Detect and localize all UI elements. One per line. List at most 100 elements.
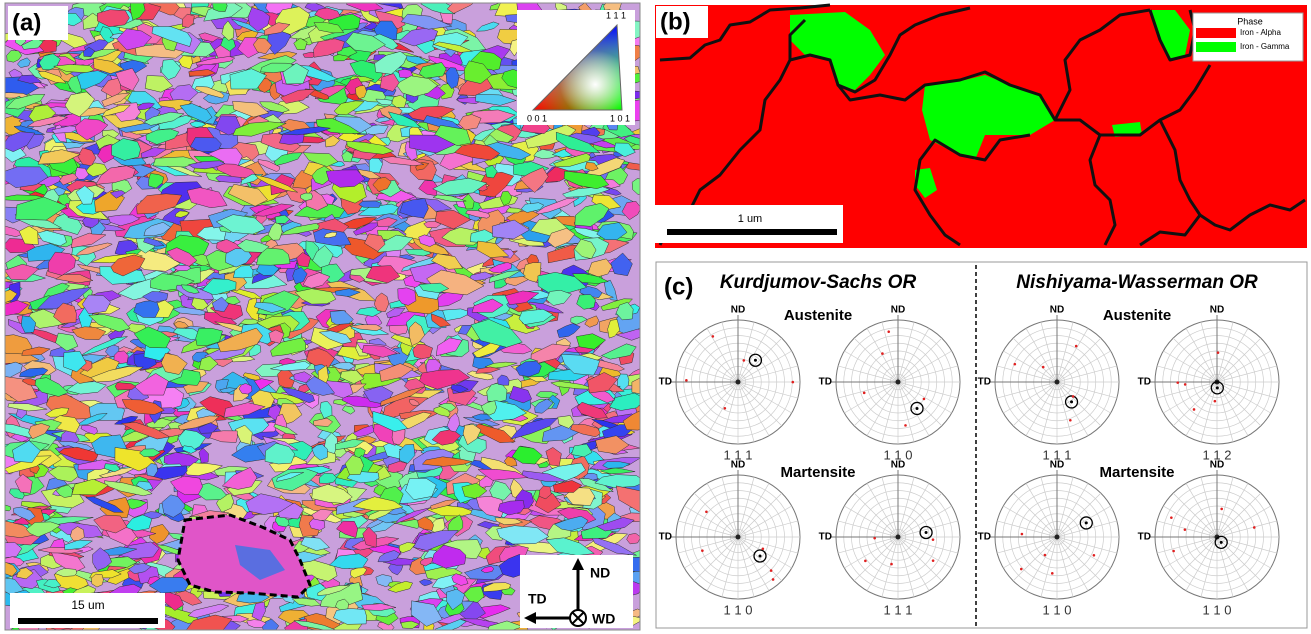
- pole-axis-label: ND: [1050, 460, 1064, 471]
- pole-point: [762, 547, 765, 550]
- pole-point: [1172, 550, 1175, 553]
- pole-point: [890, 563, 893, 566]
- pole-point: [1184, 383, 1187, 386]
- pole-axis-label: TD: [819, 377, 832, 388]
- pole-point: [1170, 516, 1173, 519]
- pole-point: [1214, 400, 1217, 403]
- pole-point: [1020, 568, 1023, 571]
- pole-center: [736, 380, 741, 385]
- pole-axis-label: TD: [978, 377, 991, 388]
- pole-center: [896, 535, 901, 540]
- legend-label: Iron - Alpha: [1240, 28, 1281, 37]
- pole-point: [685, 379, 688, 382]
- pole-point: [705, 510, 708, 513]
- pole-axis-label: ND: [891, 305, 905, 316]
- pole-point: [1014, 363, 1017, 366]
- pole-axis-label: ND: [891, 460, 905, 471]
- pole-point: [1220, 508, 1223, 511]
- pole-point: [1069, 419, 1072, 422]
- pole-axis-label: TD: [978, 532, 991, 543]
- pole-axis-label: ND: [1050, 305, 1064, 316]
- ipf-label: 1 1 1: [606, 10, 626, 20]
- pole-point: [1044, 554, 1047, 557]
- pole-point: [1042, 366, 1045, 369]
- scale-bar-label: 15 um: [71, 598, 104, 612]
- pole-figure-label: 1 1 0: [724, 602, 753, 617]
- pole-marker: [754, 359, 757, 362]
- pole-figure-label: 1 1 1: [884, 602, 913, 617]
- column-title: Nishiyama-Wasserman OR: [1016, 272, 1258, 293]
- grain: [213, 0, 228, 12]
- pole-point: [791, 381, 794, 384]
- pole-axis-label: ND: [731, 460, 745, 471]
- pole-axis-label: TD: [659, 532, 672, 543]
- ipf-label: 0 0 1: [527, 113, 547, 123]
- pole-figure-label: 1 1 0: [1203, 602, 1232, 617]
- pole-point: [1193, 408, 1196, 411]
- pole-point: [1184, 528, 1187, 531]
- pole-point: [1021, 533, 1024, 536]
- panel-label: (a): [12, 9, 41, 36]
- pole-point: [1217, 351, 1220, 354]
- pole-center: [1055, 380, 1060, 385]
- column-title: Kurdjumov-Sachs OR: [720, 272, 917, 293]
- pole-axis-label: ND: [1210, 305, 1224, 316]
- pole-axis-label: ND: [1210, 460, 1224, 471]
- scale-bar-label: 1 um: [738, 213, 762, 225]
- legend-title: Phase: [1237, 16, 1263, 26]
- grain: [359, 201, 381, 207]
- legend-swatch: [1196, 28, 1236, 38]
- pole-point: [864, 560, 867, 563]
- figure: (a) 1 1 1 0 0 1 1 0 1 15 um ND TD WD (b)…: [0, 0, 1311, 634]
- pole-point: [932, 559, 935, 562]
- pole-point: [873, 537, 876, 540]
- pole-marker: [916, 407, 919, 410]
- pole-axis-label: ND: [731, 305, 745, 316]
- pole-point: [1176, 381, 1179, 384]
- phase-label: Martensite: [1099, 464, 1174, 481]
- pole-marker: [1070, 400, 1073, 403]
- pole-point: [1253, 526, 1256, 529]
- page: {"panel_a": {"label": "(a)", "scale_bar"…: [0, 0, 1311, 634]
- pole-marker: [1220, 541, 1223, 544]
- legend-swatch: [1196, 42, 1236, 52]
- pole-axis-label: TD: [659, 377, 672, 388]
- pole-point: [863, 392, 866, 395]
- pole-center: [736, 535, 741, 540]
- pole-point: [932, 538, 935, 541]
- pole-point: [881, 352, 884, 355]
- ipf-label: 1 0 1: [610, 113, 630, 123]
- pole-point: [772, 578, 775, 581]
- scale-bar: [18, 618, 158, 624]
- pole-point: [743, 359, 746, 362]
- pole-axis-label: TD: [819, 532, 832, 543]
- pole-point: [1051, 572, 1054, 575]
- pole-point: [1072, 395, 1075, 398]
- pole-marker: [759, 555, 762, 558]
- pole-axis-label: TD: [1138, 532, 1151, 543]
- panel-label: (c): [664, 273, 693, 300]
- pole-point: [724, 407, 727, 410]
- scale-bar: [667, 229, 837, 235]
- pole-point: [701, 549, 704, 552]
- axis-label: ND: [590, 565, 610, 581]
- pole-figure-label: 1 1 0: [1043, 602, 1072, 617]
- pole-point: [712, 335, 715, 338]
- pole-point: [1093, 554, 1096, 557]
- phase-label: Austenite: [1103, 307, 1171, 324]
- legend-label: Iron - Gamma: [1240, 42, 1290, 51]
- axis-label: TD: [528, 591, 547, 607]
- pole-point: [923, 398, 926, 401]
- pole-point: [887, 330, 890, 333]
- pole-axis-label: TD: [1138, 377, 1151, 388]
- panel-label: (b): [660, 8, 691, 35]
- pole-marker: [925, 531, 928, 534]
- pole-point: [904, 424, 907, 427]
- pole-center: [896, 380, 901, 385]
- pole-marker: [1085, 521, 1088, 524]
- pole-point: [770, 569, 773, 572]
- phase-label: Martensite: [780, 464, 855, 481]
- pole-marker: [1216, 386, 1219, 389]
- pole-center: [1055, 535, 1060, 540]
- phase-label: Austenite: [784, 307, 852, 324]
